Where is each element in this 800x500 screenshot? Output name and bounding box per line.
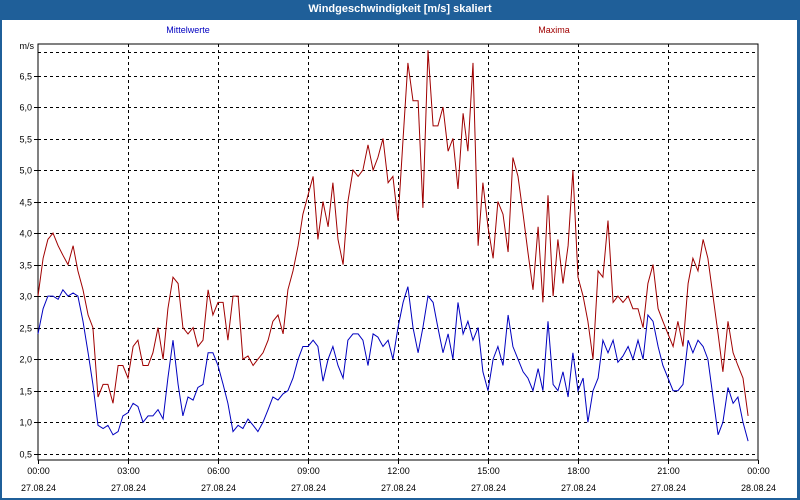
- y-axis-label: m/s: [20, 41, 35, 51]
- x-tick-time-label: 03:00: [117, 466, 140, 476]
- y-tick-label: 5,5: [19, 135, 32, 145]
- x-tick-date-label: 27.08.24: [561, 483, 596, 493]
- y-tick-label: 6,0: [19, 103, 32, 113]
- x-tick-time-label: 09:00: [297, 466, 320, 476]
- y-tick-label: 0,5: [19, 450, 32, 460]
- plot-area: 0,5 1,0 1,5 2,0 2,5 3,0 3,5 4,0 4,5 5,0 5,5 6,0 6,5 m…: [2, 20, 797, 498]
- y-tick-label: 2,5: [19, 324, 32, 334]
- x-tick-date-label: 27.08.24: [111, 483, 146, 493]
- series-line-maxima: [37, 50, 749, 416]
- y-tick-label: 1,5: [19, 387, 32, 397]
- y-tick-label: 6,5: [19, 72, 32, 82]
- x-tick-time-label: 12:00: [387, 466, 410, 476]
- x-tick-date-label: 27.08.24: [381, 483, 416, 493]
- x-tick-time-label: 21:00: [657, 466, 680, 476]
- legend-mittelwerte: Mittelwerte: [166, 25, 210, 35]
- x-tick-date-label: 27.08.24: [201, 483, 236, 493]
- x-tick-time-label: 00:00: [747, 466, 770, 476]
- y-tick-label: 5,0: [19, 166, 32, 176]
- wind-speed-chart: 0,5 1,0 1,5 2,0 2,5 3,0 3,5 4,0 4,5 5,0 5,5 6,0 6,5 m…: [19, 25, 776, 493]
- x-tick-date-label: 27.08.24: [291, 483, 326, 493]
- legend-maxima: Maxima: [538, 25, 570, 35]
- x-tick-date-label: 27.08.24: [471, 483, 506, 493]
- y-tick-label: 3,0: [19, 292, 32, 302]
- series-line-mittelwerte: [37, 286, 749, 442]
- y-tick-label: 3,5: [19, 261, 32, 271]
- y-tick-label: 4,0: [19, 229, 32, 239]
- x-tick-date-label: 27.08.24: [21, 483, 56, 493]
- x-tick-date-label: 27.08.24: [651, 483, 686, 493]
- x-tick-time-label: 18:00: [567, 466, 590, 476]
- x-tick-date-label: 28.08.24: [741, 483, 776, 493]
- x-tick-time-label: 06:00: [207, 466, 230, 476]
- x-tick-time-label: 15:00: [477, 466, 500, 476]
- y-tick-label: 2,0: [19, 355, 32, 365]
- y-tick-label: 1,0: [19, 418, 32, 428]
- window-title: Windgeschwindigkeit [m/s] skaliert: [308, 3, 492, 15]
- y-tick-label: 4,5: [19, 198, 32, 208]
- x-tick-time-label: 00:00: [27, 466, 50, 476]
